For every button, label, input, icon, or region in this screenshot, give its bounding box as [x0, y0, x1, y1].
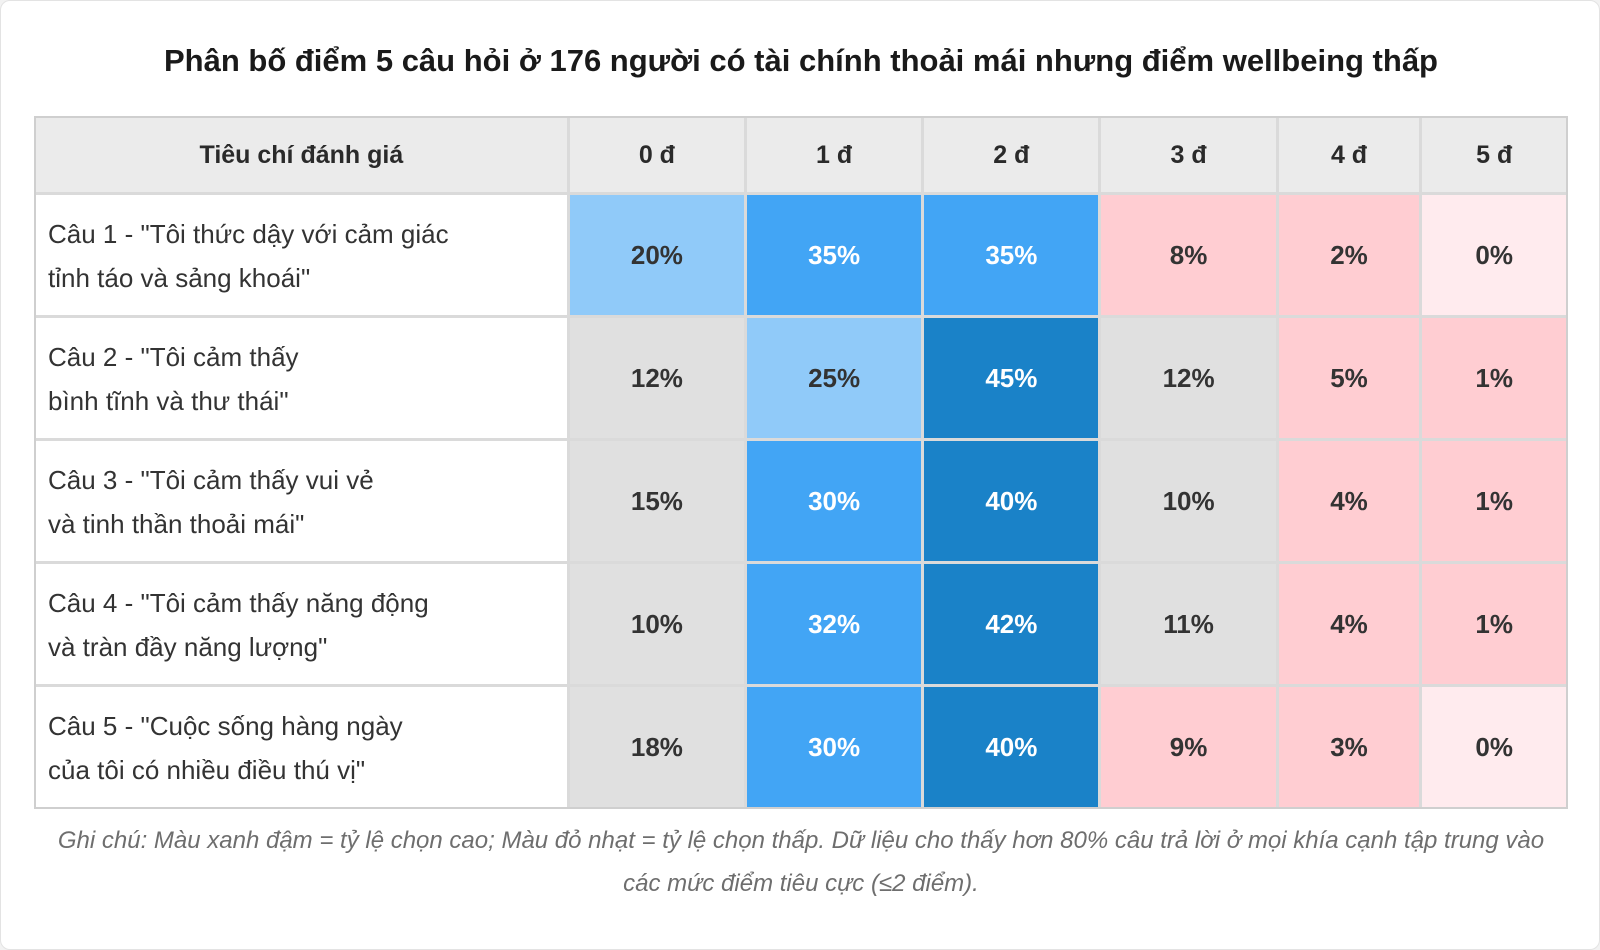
heat-cell: 10%	[569, 564, 747, 687]
heat-cell: 10%	[1101, 441, 1279, 564]
score-column-header: 3 đ	[1101, 118, 1279, 195]
table-row: Câu 5 - "Cuộc sống hàng ngày của tôi có n…	[36, 687, 1566, 807]
criterion-label: Câu 5 - "Cuộc sống hàng ngày của tôi có n…	[36, 687, 570, 807]
criterion-label-line: của tôi có nhiều điều thú vị"	[48, 755, 366, 785]
heat-cell: 20%	[569, 195, 747, 318]
heat-cell: 2%	[1278, 195, 1423, 318]
criterion-label-line: bình tĩnh và thư thái"	[48, 386, 289, 416]
criterion-label-line: Câu 2 - "Tôi cảm thấy	[48, 342, 299, 372]
heat-cell: 30%	[747, 441, 925, 564]
heat-cell: 12%	[1101, 318, 1279, 441]
heat-cell: 42%	[924, 564, 1102, 687]
criterion-label-line: và tràn đầy năng lượng"	[48, 632, 328, 662]
heat-cell: 0%	[1422, 195, 1566, 318]
heat-cell: 35%	[747, 195, 925, 318]
heat-cell: 1%	[1422, 564, 1566, 687]
heat-cell: 18%	[569, 687, 747, 807]
criterion-label: Câu 3 - "Tôi cảm thấy vui vẻ và tinh thần…	[36, 441, 570, 564]
criterion-label-line: Câu 4 - "Tôi cảm thấy năng động	[48, 588, 429, 618]
heat-cell: 1%	[1422, 318, 1566, 441]
criterion-label-line: tỉnh táo và sảng khoái"	[48, 263, 311, 293]
heat-cell: 5%	[1278, 318, 1423, 441]
chart-title: Phân bố điểm 5 câu hỏi ở 176 người có tà…	[163, 43, 1438, 78]
table-row: Câu 2 - "Tôi cảm thấy bình tĩnh và thư th…	[36, 318, 1566, 441]
table-row: Câu 3 - "Tôi cảm thấy vui vẻ và tinh thần…	[36, 441, 1566, 564]
heat-cell: 45%	[924, 318, 1102, 441]
criterion-label: Câu 2 - "Tôi cảm thấy bình tĩnh và thư th…	[36, 318, 570, 441]
table-body: Câu 1 - "Tôi thức dậy với cảm giác tỉnh t…	[36, 195, 1566, 807]
score-column-header: 4 đ	[1278, 118, 1423, 195]
table-row: Câu 1 - "Tôi thức dậy với cảm giác tỉnh t…	[36, 195, 1566, 318]
criterion-label-line: Câu 3 - "Tôi cảm thấy vui vẻ	[48, 465, 374, 495]
footnote: Ghi chú: Màu xanh đậm = tỷ lệ chọn cao; …	[57, 827, 1545, 897]
score-column-header: 1 đ	[747, 118, 925, 195]
heat-cell: 8%	[1101, 195, 1279, 318]
criterion-label: Câu 1 - "Tôi thức dậy với cảm giác tỉnh t…	[36, 195, 570, 318]
heat-cell: 11%	[1101, 564, 1279, 687]
criterion-label-line: Câu 1 - "Tôi thức dậy với cảm giác	[48, 219, 449, 249]
heat-cell: 15%	[569, 441, 747, 564]
heat-cell: 40%	[924, 687, 1102, 807]
heat-cell: 25%	[747, 318, 925, 441]
heat-cell: 4%	[1278, 441, 1423, 564]
heat-cell: 12%	[569, 318, 747, 441]
criterion-column-header: Tiêu chí đánh giá	[36, 118, 570, 195]
criterion-label-line: Câu 5 - "Cuộc sống hàng ngày	[48, 711, 403, 741]
table-row: Câu 4 - "Tôi cảm thấy năng động và tràn đ…	[36, 564, 1566, 687]
heat-cell: 30%	[747, 687, 925, 807]
heat-cell: 1%	[1422, 441, 1566, 564]
criterion-label-line: và tinh thần thoải mái"	[48, 509, 305, 539]
heat-cell: 0%	[1422, 687, 1566, 807]
criterion-label: Câu 4 - "Tôi cảm thấy năng động và tràn đ…	[36, 564, 570, 687]
score-column-header: 5 đ	[1422, 118, 1566, 195]
heat-cell: 3%	[1278, 687, 1423, 807]
heat-cell: 35%	[924, 195, 1102, 318]
score-column-header: 2 đ	[924, 118, 1102, 195]
heat-cell: 4%	[1278, 564, 1423, 687]
score-column-header: 0 đ	[569, 118, 747, 195]
heat-cell: 9%	[1101, 687, 1279, 807]
heat-cell: 32%	[747, 564, 925, 687]
heat-cell: 40%	[924, 441, 1102, 564]
